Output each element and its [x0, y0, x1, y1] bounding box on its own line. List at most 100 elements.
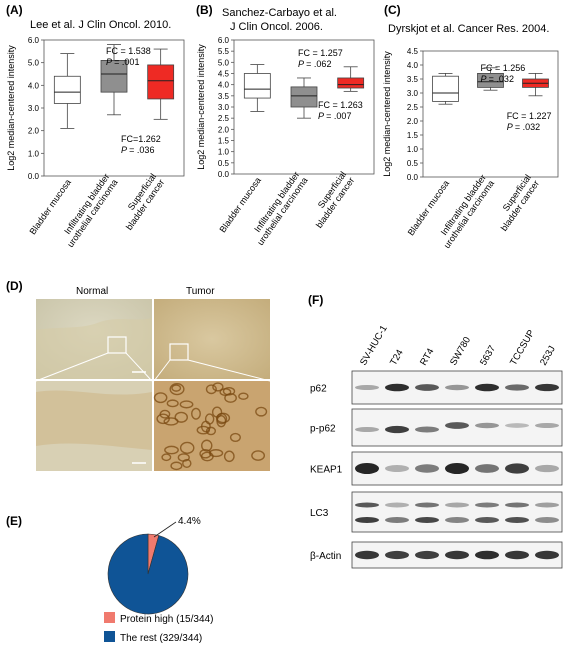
p-value: = .007	[326, 111, 351, 121]
y-tick-label: 1.5	[218, 137, 230, 146]
lane-label: T24	[388, 348, 406, 368]
box-charts: 0.0 1.0 2.0 3.0 4.0 5.0 6.0 Log2 median-centere…	[6, 36, 559, 250]
normal-label: Normal	[76, 286, 108, 297]
chart-a-title: Lee et al. J Clin Oncol. 2010.	[30, 19, 171, 31]
y-tick-label: 4.5	[407, 47, 419, 56]
y-tick-label: 2.5	[407, 103, 419, 112]
y-tick-label: 5.0	[28, 59, 40, 68]
lane-label: 5637	[478, 344, 498, 368]
band	[385, 550, 409, 560]
band	[415, 464, 439, 473]
p-value: = .036	[129, 145, 154, 155]
protein-label: p-p62	[310, 424, 336, 435]
tumor-cell	[171, 384, 182, 392]
band	[505, 423, 529, 428]
tumor-cell	[179, 400, 194, 409]
band	[385, 465, 409, 472]
tumor-cell	[169, 382, 185, 396]
p-symbol: P	[298, 59, 306, 69]
y-tick-label: 1.0	[407, 145, 419, 154]
legend-label: Protein high (15/344)	[120, 614, 213, 625]
legend-swatch	[104, 631, 115, 642]
p-symbol: P	[121, 145, 129, 155]
band	[385, 517, 409, 523]
y-tick-label: 1.0	[218, 148, 230, 157]
tumor-cell	[156, 413, 170, 425]
y-tick-label: 4.5	[218, 70, 230, 79]
normal-tissue-layer	[36, 318, 152, 379]
box	[337, 77, 365, 89]
band	[355, 426, 379, 433]
band	[355, 384, 379, 391]
tumor-cell	[164, 445, 179, 455]
fold-change-label: FC = 1.538	[106, 46, 151, 56]
normal-zoom-box	[107, 336, 127, 354]
tumor-cell	[216, 414, 227, 428]
micrograph-panel: Normal Tumor	[35, 286, 271, 471]
p-value-label: P = .062	[298, 59, 331, 69]
y-tick-label: 0.5	[218, 159, 230, 168]
panel-letter-b: (B)	[196, 3, 213, 17]
p-value: = .062	[306, 59, 331, 69]
normal-zoom-line-right	[125, 352, 153, 382]
band	[475, 422, 499, 429]
y-axis-label: Log2 median-centered intensity	[382, 51, 392, 177]
y-tick-label: 0.0	[28, 172, 40, 181]
y-tick-label: 3.5	[407, 75, 419, 84]
tumor-cell	[201, 439, 213, 452]
band	[505, 384, 529, 391]
box	[243, 73, 271, 99]
tumor-cell	[182, 458, 192, 469]
tumor-cell	[238, 392, 249, 400]
box-chart-1: 0.0 0.5 1.0 1.5 2.0 2.5 3.0 3.5 4.0 4.5 5.0 5.5 6.0 L…	[196, 36, 375, 247]
tumor-cell	[212, 382, 224, 392]
band	[505, 517, 529, 523]
band	[355, 502, 379, 508]
band	[355, 463, 379, 474]
y-axis-label: Log2 median-centered intensity	[6, 45, 16, 171]
y-tick-label: 2.5	[218, 114, 230, 123]
y-tick-label: 0.0	[218, 170, 230, 179]
p-value-label: P = .032	[481, 74, 514, 84]
tumor-cell	[255, 406, 268, 417]
band	[475, 517, 499, 523]
tumor-cell	[223, 450, 235, 463]
p-value: = .032	[515, 122, 540, 132]
band	[415, 502, 439, 508]
y-tick-label: 6.0	[218, 36, 230, 45]
fold-change-label: FC = 1.256	[481, 63, 526, 73]
band	[445, 422, 469, 429]
tumor-zoom-line-right	[187, 359, 271, 382]
panel-letter-c: (C)	[384, 3, 401, 17]
p-value-label: P = .032	[507, 122, 540, 132]
box	[290, 86, 318, 108]
box-chart-0: 0.0 1.0 2.0 3.0 4.0 5.0 6.0 Log2 median-centere…	[6, 36, 185, 249]
tumor-cell	[208, 449, 224, 458]
tumor-cell	[216, 412, 231, 424]
panel-letter-a: (A)	[6, 3, 23, 17]
tumor-cell	[170, 461, 183, 471]
y-tick-label: 1.5	[407, 131, 419, 140]
y-tick-label: 6.0	[28, 36, 40, 45]
box	[100, 60, 128, 93]
y-tick-label: 3.0	[218, 103, 230, 112]
box	[432, 75, 459, 102]
tumor-cell	[191, 407, 201, 420]
band	[535, 517, 559, 523]
panel-letter-d: (D)	[6, 279, 23, 293]
tumor-zoom-box	[169, 343, 189, 361]
lane-label: SW780	[448, 335, 473, 367]
fold-change-label: FC = 1.257	[298, 48, 343, 58]
fold-change-label: FC = 1.227	[507, 111, 552, 121]
tumor-label: Tumor	[186, 286, 215, 297]
tumor-cell	[166, 399, 179, 408]
p-value-label: P = .036	[121, 145, 154, 155]
lane-label: 253J	[538, 344, 558, 368]
band	[385, 502, 409, 508]
band	[355, 550, 379, 560]
tumor-cell	[196, 425, 210, 435]
y-tick-label: 5.5	[218, 47, 230, 56]
